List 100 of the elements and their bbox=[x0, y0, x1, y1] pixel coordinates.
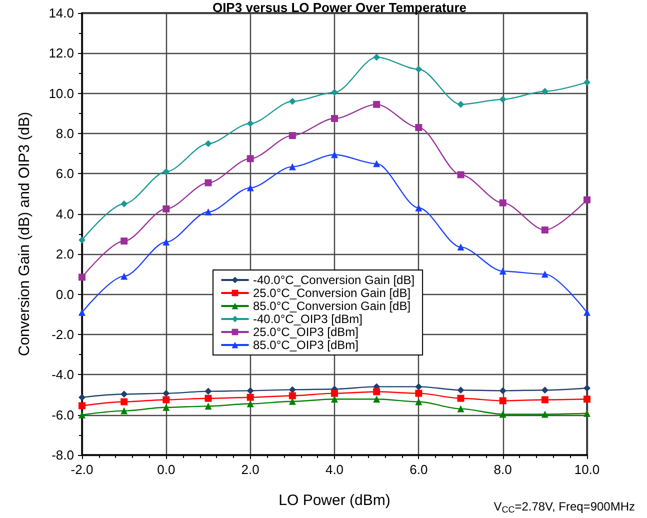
point bbox=[246, 184, 254, 192]
point bbox=[120, 200, 128, 208]
point bbox=[78, 411, 86, 418]
point bbox=[78, 308, 86, 316]
point bbox=[120, 407, 128, 414]
point bbox=[541, 396, 548, 404]
point bbox=[162, 404, 170, 411]
x-tick-label: 6.0 bbox=[410, 462, 428, 477]
point bbox=[541, 226, 548, 234]
point bbox=[373, 100, 380, 108]
point bbox=[120, 272, 128, 280]
point bbox=[541, 386, 548, 394]
point bbox=[457, 405, 464, 412]
point bbox=[288, 132, 296, 140]
point bbox=[584, 308, 590, 316]
point bbox=[541, 410, 548, 418]
y-tick-label: -6.0 bbox=[52, 407, 74, 422]
x-tick-label: 4.0 bbox=[325, 462, 344, 477]
legend-label: 25.0°C_OIP3 [dBm] bbox=[253, 325, 359, 339]
point bbox=[415, 390, 422, 397]
legend-label: -40.0°C_OIP3 [dBm] bbox=[253, 312, 363, 326]
point bbox=[457, 171, 464, 178]
legend-label: 25.0°C_Conversion Gain [dB] bbox=[253, 286, 411, 300]
point bbox=[78, 274, 86, 281]
point bbox=[246, 387, 254, 394]
point bbox=[246, 155, 254, 162]
point bbox=[331, 114, 338, 122]
point bbox=[288, 386, 296, 394]
point bbox=[246, 400, 254, 408]
point bbox=[457, 394, 464, 402]
y-tick-label: 12.0 bbox=[48, 46, 74, 61]
point bbox=[204, 208, 212, 216]
x-tick-label: 10.0 bbox=[574, 462, 600, 477]
point bbox=[499, 96, 506, 103]
x-axis-title: LO Power (dBm) bbox=[278, 492, 390, 509]
point bbox=[584, 196, 590, 204]
point bbox=[246, 120, 254, 127]
point bbox=[457, 100, 464, 108]
point bbox=[541, 270, 548, 278]
point bbox=[584, 410, 590, 417]
point bbox=[288, 98, 296, 105]
point bbox=[246, 394, 254, 401]
point bbox=[584, 78, 590, 86]
point bbox=[415, 398, 422, 406]
point bbox=[120, 238, 128, 245]
point bbox=[78, 394, 86, 401]
y-tick-label: 0.0 bbox=[56, 286, 74, 302]
point bbox=[499, 387, 506, 394]
point bbox=[78, 236, 86, 244]
y-tick-label: 6.0 bbox=[56, 166, 74, 182]
legend-label: 85.0°C_OIP3 [dBm] bbox=[253, 338, 359, 352]
point bbox=[415, 66, 422, 73]
point bbox=[499, 268, 506, 275]
point bbox=[499, 199, 506, 206]
y-tick-label: 4.0 bbox=[56, 206, 74, 222]
point bbox=[415, 124, 422, 132]
y-tick-label: 14.0 bbox=[48, 6, 74, 20]
y-tick-label: -2.0 bbox=[52, 326, 74, 342]
point bbox=[162, 205, 170, 212]
point bbox=[204, 402, 212, 410]
x-tick-label: 8.0 bbox=[494, 462, 512, 477]
point bbox=[584, 396, 590, 403]
x-tick-label: 0.0 bbox=[157, 462, 176, 477]
point bbox=[331, 390, 338, 397]
point bbox=[204, 394, 212, 402]
point bbox=[162, 390, 170, 397]
y-tick-label: 8.0 bbox=[56, 126, 74, 142]
point bbox=[373, 160, 380, 168]
point bbox=[331, 396, 338, 403]
y-tick-label: 10.0 bbox=[48, 86, 74, 101]
y-tick-label: 2.0 bbox=[56, 246, 74, 262]
point bbox=[499, 397, 506, 404]
point bbox=[204, 388, 212, 395]
point bbox=[288, 398, 296, 405]
point bbox=[373, 54, 380, 61]
y-tick-label: -8.0 bbox=[52, 448, 74, 462]
legend-label: 85.0°C_Conversion Gain [dB] bbox=[253, 299, 411, 313]
point bbox=[162, 168, 170, 176]
y-axis-title: Conversion Gain (dB) and OIP3 (dB) bbox=[16, 112, 33, 356]
point bbox=[120, 390, 128, 398]
point bbox=[288, 163, 296, 170]
point bbox=[331, 88, 338, 96]
x-tick-label: 2.0 bbox=[241, 462, 260, 477]
point bbox=[457, 386, 464, 394]
point bbox=[162, 396, 170, 404]
y-tick-label: -4.0 bbox=[52, 367, 74, 382]
point bbox=[162, 238, 170, 246]
point bbox=[415, 383, 422, 390]
point bbox=[415, 204, 422, 212]
point bbox=[373, 396, 380, 403]
point bbox=[78, 402, 86, 410]
point bbox=[541, 88, 548, 95]
legend-label: -40.0°C_Conversion Gain [dB] bbox=[253, 273, 415, 287]
x-tick-label: -2.0 bbox=[70, 462, 94, 477]
point bbox=[204, 140, 212, 148]
point bbox=[288, 392, 296, 400]
point bbox=[204, 179, 212, 186]
point bbox=[499, 410, 506, 418]
point bbox=[373, 388, 380, 396]
point bbox=[584, 384, 590, 392]
